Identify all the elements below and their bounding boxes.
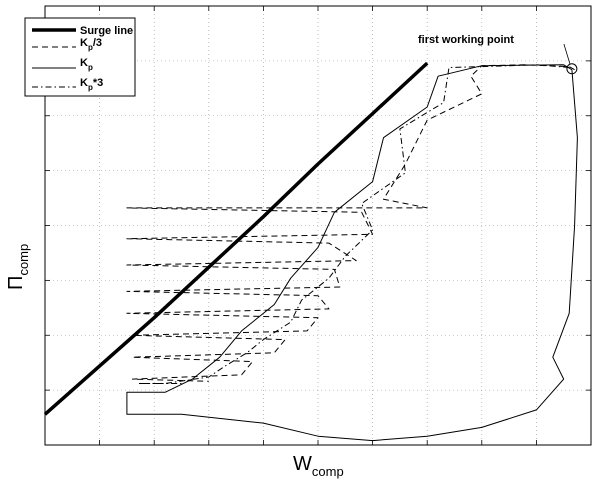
annotation: first working point: [418, 34, 578, 75]
legend-label-kp3: Kp/3: [80, 37, 102, 52]
legend-label-kp: Kp: [80, 57, 93, 72]
series-line-k-p-3: [137, 64, 570, 384]
working-point-marker: [566, 63, 578, 75]
legend-label-kp-times-3: Kp*3: [80, 77, 103, 92]
series-line-k-p: [126, 64, 578, 442]
grid: [45, 6, 591, 445]
series-line-surge-line: [43, 61, 429, 416]
legend: Surge line Kp/3 Kp Kp*3: [24, 17, 136, 97]
series-layer: [43, 61, 578, 442]
annotation-arrow: [563, 43, 571, 64]
annotation-text: first working point: [418, 34, 514, 46]
ticks: [45, 6, 591, 445]
series-line-k-p-3: [126, 64, 575, 382]
y-axis-label: Πcomp: [5, 244, 31, 290]
legend-label-surge-line: Surge line: [80, 25, 133, 37]
x-axis-label: Wcomp: [293, 453, 344, 479]
